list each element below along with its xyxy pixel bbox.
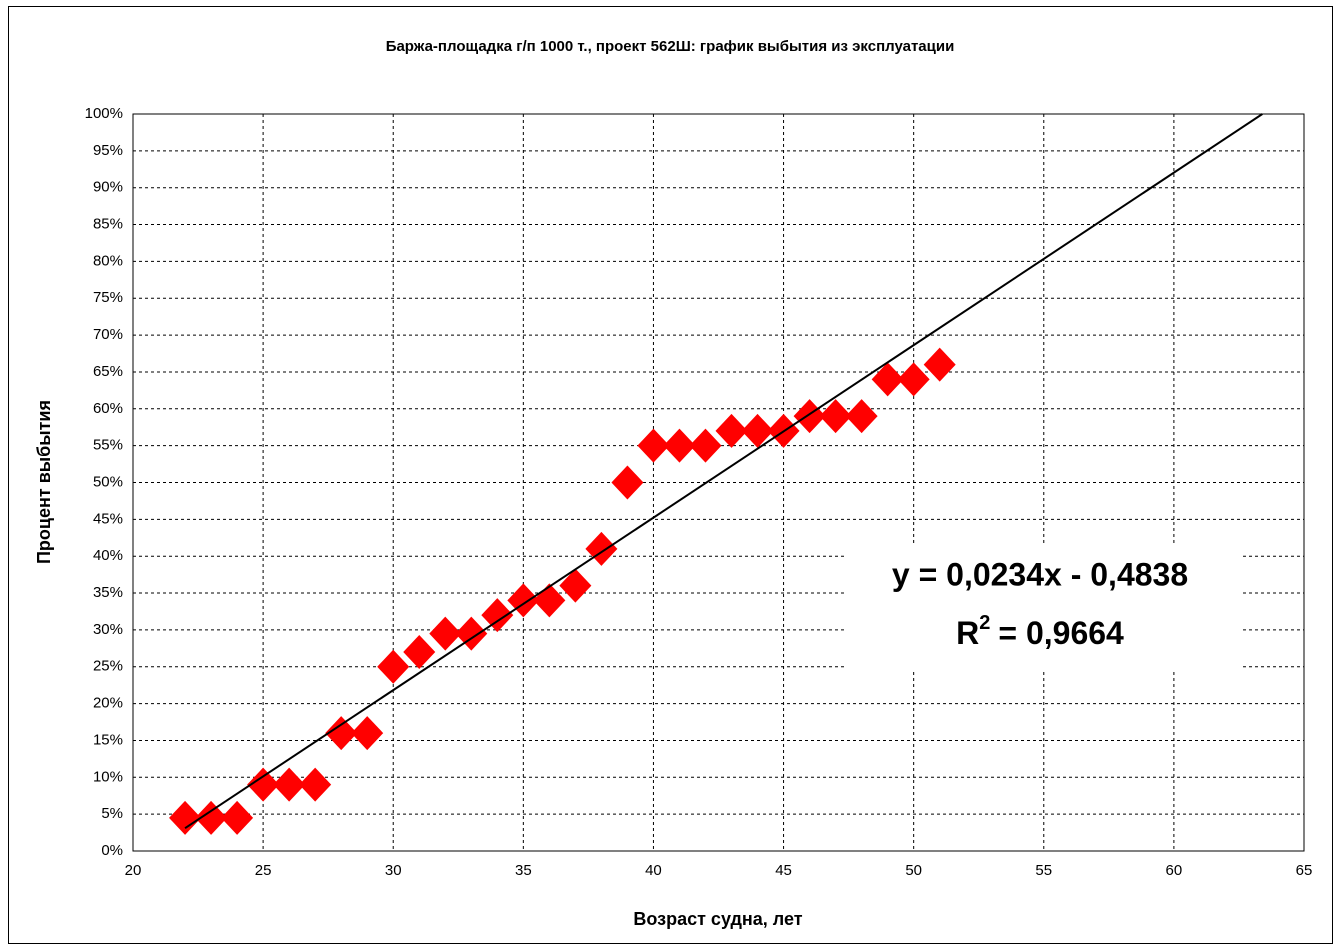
point	[325, 716, 358, 751]
x-tick-label: 45	[775, 862, 792, 879]
point	[559, 568, 592, 603]
y-tick-label: 15%	[93, 731, 123, 748]
point	[273, 767, 306, 802]
point	[247, 767, 280, 802]
y-tick-label: 45%	[93, 510, 123, 527]
point	[377, 649, 410, 684]
y-tick-label: 90%	[93, 179, 123, 196]
plot-area: 0% 5% 10% 15% 20% 25% 30% 35% 40% 45% 50% 55% 60% 65%…	[85, 105, 1313, 879]
point	[455, 616, 488, 651]
annotation: y = 0,0234x - 0,4838 R2 = 0,9664	[845, 545, 1240, 670]
y-axis-label: Процент выбытия	[34, 400, 54, 564]
r2-exp: 2	[979, 612, 990, 634]
trend-line	[184, 113, 1263, 829]
r-squared: R2 = 0,9664	[956, 612, 1124, 651]
point	[871, 362, 904, 397]
y-tick-label: 75%	[93, 289, 123, 306]
point	[689, 428, 722, 463]
x-tick-label: 40	[645, 862, 662, 879]
point	[481, 598, 514, 633]
point	[897, 362, 930, 397]
point	[403, 635, 436, 670]
point	[637, 428, 670, 463]
x-tick-label: 20	[125, 862, 142, 879]
point	[741, 413, 774, 448]
y-tick-label: 20%	[93, 695, 123, 712]
point	[299, 767, 332, 802]
x-tick-label: 55	[1035, 862, 1052, 879]
x-axis-label: Возраст судна, лет	[633, 909, 802, 929]
plot-border	[132, 113, 1305, 852]
y-tick-label: 40%	[93, 547, 123, 564]
equation: y = 0,0234x - 0,4838	[892, 556, 1188, 592]
x-tick-label: 60	[1166, 862, 1183, 879]
point	[845, 399, 878, 434]
x-tick-label: 65	[1296, 862, 1313, 879]
point	[819, 399, 852, 434]
point	[715, 413, 748, 448]
y-tick-label: 5%	[101, 805, 123, 822]
x-tick-label: 30	[385, 862, 402, 879]
y-tick-label: 60%	[93, 400, 123, 417]
y-tick-label: 25%	[93, 658, 123, 675]
y-tick-label: 0%	[101, 842, 123, 859]
annotation-box	[845, 545, 1240, 670]
x-tick-label: 25	[255, 862, 272, 879]
y-tick-label: 10%	[93, 768, 123, 785]
chart-title: Баржа-площадка г/п 1000 т., проект 562Ш:…	[386, 38, 955, 55]
point	[429, 616, 462, 651]
y-tick-label: 100%	[85, 105, 123, 122]
point	[195, 800, 228, 835]
x-tick-label: 50	[905, 862, 922, 879]
y-tick-label: 80%	[93, 252, 123, 269]
point	[169, 800, 202, 835]
point	[507, 583, 540, 618]
point	[923, 347, 956, 382]
point	[663, 428, 696, 463]
point	[611, 465, 644, 500]
y-tick-label: 70%	[93, 326, 123, 343]
r2-base: R	[956, 615, 979, 651]
y-tick-label: 55%	[93, 437, 123, 454]
y-tick-label: 65%	[93, 363, 123, 380]
y-tick-label: 85%	[93, 216, 123, 233]
point	[221, 800, 254, 835]
point	[351, 716, 384, 751]
y-tick-label: 35%	[93, 584, 123, 601]
y-tick-label: 95%	[93, 142, 123, 159]
y-tick-label: 50%	[93, 473, 123, 490]
chart-border	[8, 6, 1333, 944]
y-tick-label: 30%	[93, 621, 123, 638]
r2-value: = 0,9664	[998, 615, 1124, 651]
x-tick-label: 35	[515, 862, 532, 879]
